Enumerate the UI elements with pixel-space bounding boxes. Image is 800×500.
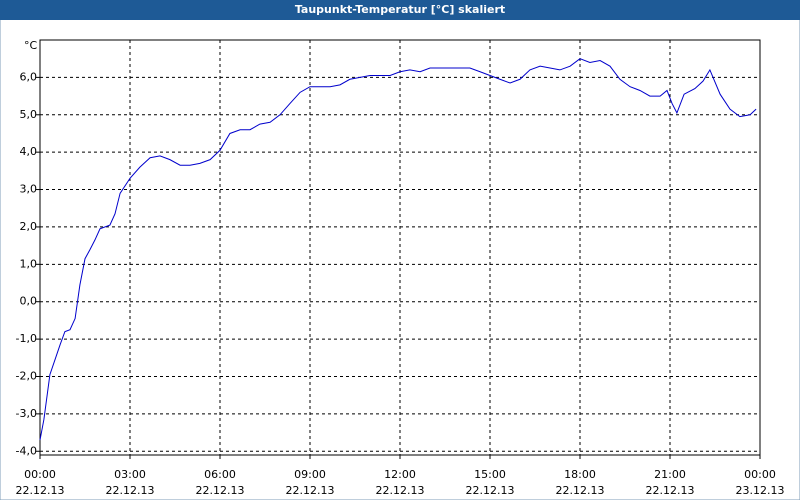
y-unit: °C xyxy=(24,39,38,52)
y-tick-label: 4,0 xyxy=(20,145,38,158)
y-tick-label: -2,0 xyxy=(16,369,37,382)
title-bar xyxy=(0,0,800,20)
x-tick-date: 22.12.13 xyxy=(646,484,695,497)
data-line xyxy=(39,58,757,441)
x-tick-date: 22.12.13 xyxy=(286,484,335,497)
x-tick-label: 09:00 xyxy=(294,468,326,481)
x-tick-date: 23.12.13 xyxy=(736,484,785,497)
x-tick-label: 12:00 xyxy=(384,468,416,481)
y-tick-label: 0,0 xyxy=(20,295,38,308)
x-tick-label: 21:00 xyxy=(654,468,686,481)
y-tick-label: -1,0 xyxy=(16,332,37,345)
y-tick-label: 3,0 xyxy=(20,183,38,196)
x-tick-date: 22.12.13 xyxy=(106,484,155,497)
y-tick-label: 6,0 xyxy=(20,70,38,83)
y-tick-label: 2,0 xyxy=(20,220,38,233)
y-tick-label: 1,0 xyxy=(20,257,38,270)
x-tick-label: 18:00 xyxy=(564,468,596,481)
y-tick-label: 5,0 xyxy=(20,108,38,121)
x-tick-label: 06:00 xyxy=(204,468,236,481)
x-tick-label: 15:00 xyxy=(474,468,506,481)
x-tick-date: 22.12.13 xyxy=(466,484,515,497)
x-tick-date: 22.12.13 xyxy=(556,484,605,497)
chart-title: Taupunkt-Temperatur [°C] skaliert xyxy=(295,3,505,16)
y-tick-label: -4,0 xyxy=(16,444,37,457)
x-tick-date: 22.12.13 xyxy=(376,484,425,497)
x-tick-date: 22.12.13 xyxy=(16,484,65,497)
x-tick-label: 00:00 xyxy=(24,468,56,481)
x-tick-date: 22.12.13 xyxy=(196,484,245,497)
x-tick-label: 03:00 xyxy=(114,468,146,481)
y-tick-label: -3,0 xyxy=(16,407,37,420)
x-tick-label: 00:00 xyxy=(744,468,776,481)
